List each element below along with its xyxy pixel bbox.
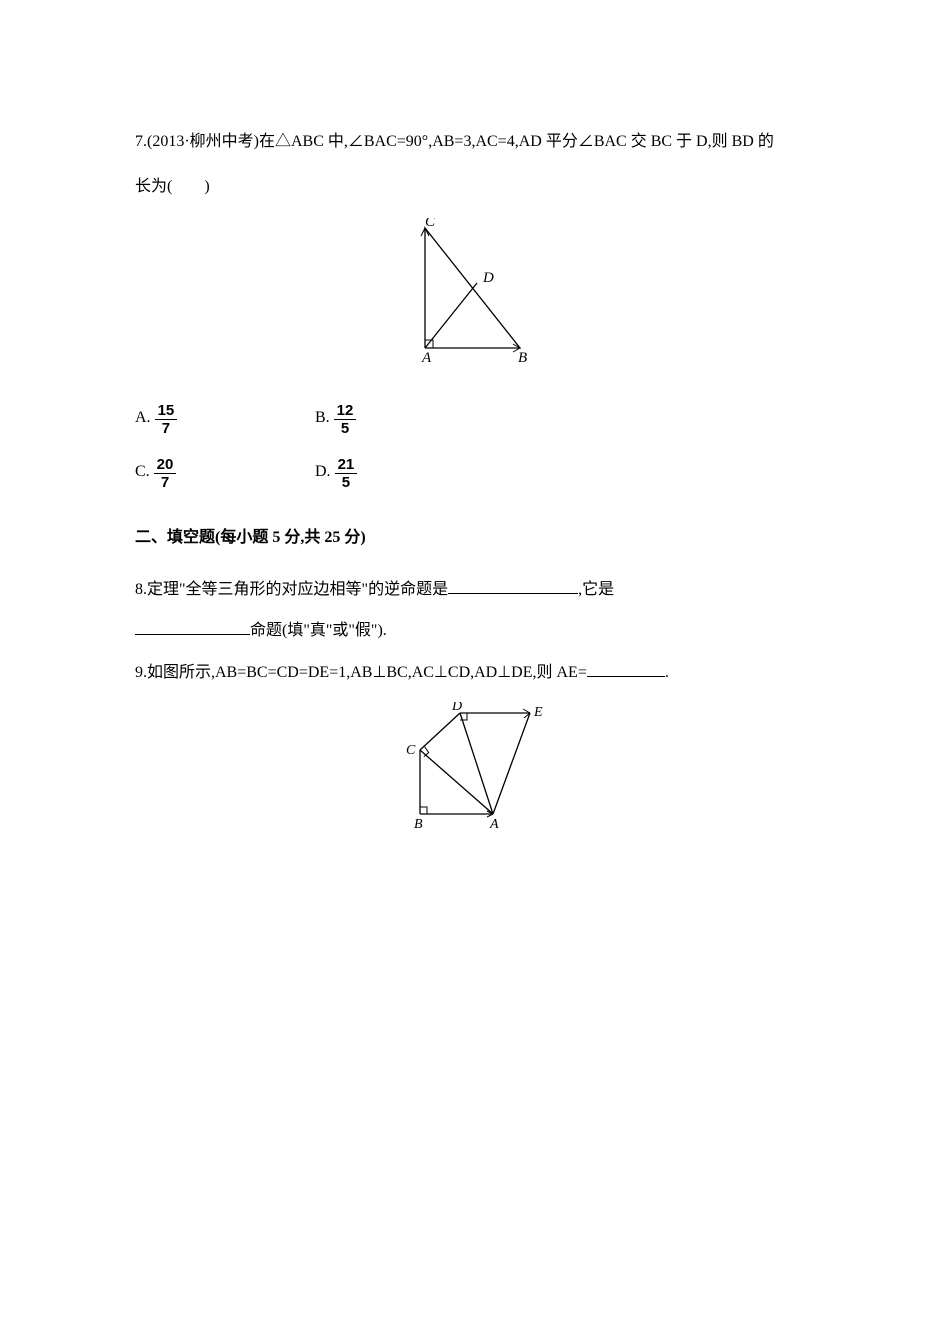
choice-C-den: 7 xyxy=(158,474,172,491)
page: 7.(2013·柳州中考)在△ABC 中,∠BAC=90°,AB=3,AC=4,… xyxy=(0,0,950,924)
choice-C-label: C. xyxy=(135,462,150,481)
choice-D-den: 5 xyxy=(339,474,353,491)
q9-before: 9.如图所示,AB=BC=CD=DE=1,AB⊥BC,AC⊥CD,AD⊥DE,则… xyxy=(135,664,587,681)
choice-D-label: D. xyxy=(315,462,331,481)
choice-A-label: A. xyxy=(135,408,151,427)
q9-figure: A B C D E xyxy=(135,702,815,849)
q8: 8.定理"全等三角形的对应边相等"的逆命题是 ,它是 xyxy=(135,569,815,611)
q8-before1: 8.定理"全等三角形的对应边相等"的逆命题是 xyxy=(135,581,448,598)
choice-C: C. 20 7 xyxy=(135,454,315,490)
choice-C-frac: 20 7 xyxy=(154,456,177,492)
q9: 9.如图所示,AB=BC=CD=DE=1,AB⊥BC,AC⊥CD,AD⊥DE,则… xyxy=(135,652,815,694)
q9-label-D: D xyxy=(451,702,462,714)
choice-A-num: 15 xyxy=(155,402,178,420)
choice-D-num: 21 xyxy=(335,456,358,474)
q8-line2-text: 命题(填"真"或"假"). xyxy=(250,622,387,639)
q8-blank1 xyxy=(448,578,578,593)
q7-line2: 长为( ) xyxy=(135,165,815,210)
q8-line2: 命题(填"真"或"假"). xyxy=(135,610,815,652)
label-C: C xyxy=(425,218,436,230)
q7-figure: A B C D xyxy=(135,218,815,385)
q9-blank xyxy=(587,662,665,677)
choice-B-den: 5 xyxy=(338,420,352,437)
choice-D: D. 21 5 xyxy=(315,454,495,490)
q9-label-C: C xyxy=(406,743,416,758)
choice-A-den: 7 xyxy=(159,420,173,437)
label-A: A xyxy=(421,350,432,366)
choice-A: A. 15 7 xyxy=(135,400,315,436)
choice-D-frac: 21 5 xyxy=(335,456,358,492)
section2-title: 二、填空题(每小题 5 分,共 25 分) xyxy=(135,517,815,559)
q9-label-A: A xyxy=(489,817,499,832)
choice-C-num: 20 xyxy=(154,456,177,474)
choice-B-frac: 12 5 xyxy=(334,402,357,438)
q7-line1: 7.(2013·柳州中考)在△ABC 中,∠BAC=90°,AB=3,AC=4,… xyxy=(135,120,815,165)
q8-after1: ,它是 xyxy=(578,581,614,598)
choice-B-num: 12 xyxy=(334,402,357,420)
q9-after: . xyxy=(665,664,669,681)
q9-label-B: B xyxy=(414,817,423,832)
q9-label-E: E xyxy=(533,705,543,720)
label-D: D xyxy=(482,270,494,286)
choice-B-label: B. xyxy=(315,408,330,427)
choice-B: B. 12 5 xyxy=(315,400,495,436)
label-B: B xyxy=(518,350,527,366)
q8-blank2 xyxy=(135,620,250,635)
q7-choices: A. 15 7 B. 12 5 C. 20 7 D. 21 5 xyxy=(135,400,815,489)
choice-A-frac: 15 7 xyxy=(155,402,178,438)
